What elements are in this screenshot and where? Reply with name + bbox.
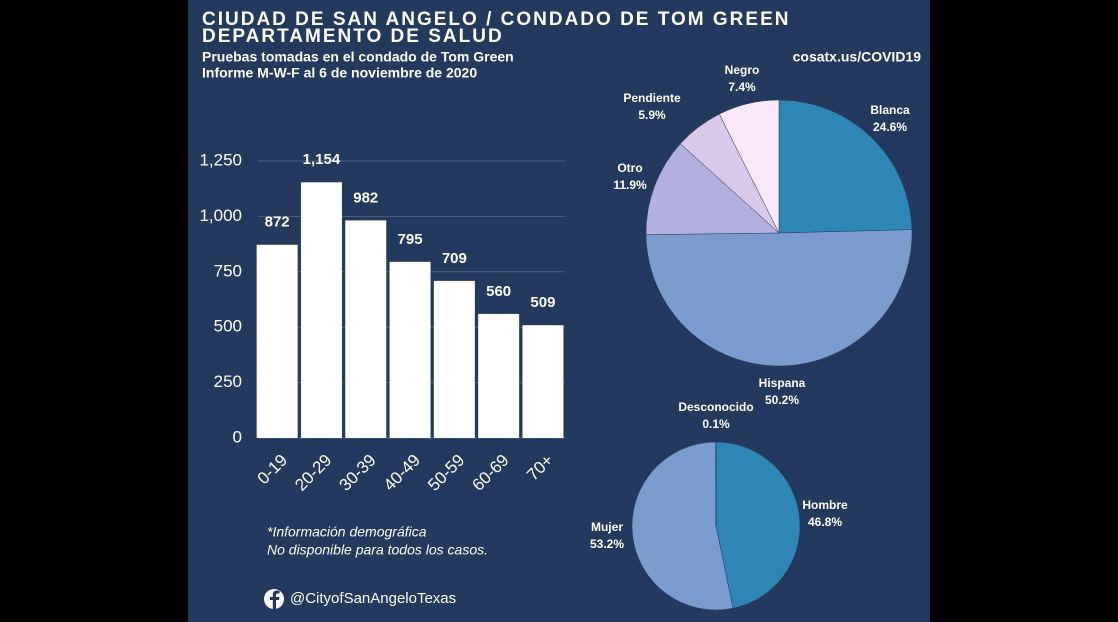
slice-label: Otro bbox=[617, 161, 642, 175]
slice-label: Hispana bbox=[759, 376, 806, 390]
footnote: No disponible para todos los casos. bbox=[267, 542, 488, 558]
url: cosatx.us/COVID19 bbox=[793, 49, 922, 65]
value-label: 509 bbox=[530, 294, 555, 311]
title: CIUDAD DE SAN ANGELO / CONDADO DE TOM GR… bbox=[202, 9, 790, 30]
pie-slice bbox=[645, 229, 913, 367]
bar bbox=[300, 182, 342, 438]
bar bbox=[433, 280, 475, 438]
bar bbox=[522, 325, 564, 438]
footnote: *Información demográfica bbox=[267, 524, 427, 540]
slice-label: Pendiente bbox=[623, 91, 681, 105]
bar bbox=[256, 244, 298, 438]
slice-value: 0.1% bbox=[702, 417, 730, 431]
pie-slice bbox=[778, 99, 913, 234]
value-label: 1,154 bbox=[303, 151, 341, 168]
bar bbox=[478, 313, 520, 438]
slice-value: 53.2% bbox=[590, 537, 624, 551]
pie-slice bbox=[719, 99, 780, 234]
subtitle: Pruebas tomadas en el condado de Tom Gre… bbox=[202, 49, 514, 65]
pie-slice bbox=[715, 441, 801, 609]
y-tick-label: 250 bbox=[214, 372, 242, 391]
y-tick-label: 1,000 bbox=[199, 206, 242, 225]
value-label: 872 bbox=[265, 214, 290, 231]
y-tick-label: 750 bbox=[214, 261, 242, 280]
pie-slice bbox=[645, 143, 780, 235]
y-tick-label: 1,250 bbox=[199, 150, 242, 169]
slice-label: Hombre bbox=[802, 498, 848, 512]
bar bbox=[389, 261, 431, 438]
pie-slice bbox=[715, 441, 717, 527]
value-label: 560 bbox=[486, 283, 511, 300]
facebook-glyph bbox=[270, 590, 280, 609]
subtitle: Informe M-W-F al 6 de noviembre de 2020 bbox=[202, 65, 477, 81]
slice-value: 46.8% bbox=[808, 515, 842, 529]
slice-value: 7.4% bbox=[728, 80, 756, 94]
bar bbox=[345, 220, 387, 438]
slice-label: Mujer bbox=[591, 520, 623, 534]
slice-value: 50.2% bbox=[765, 393, 799, 407]
y-tick-label: 500 bbox=[214, 317, 242, 336]
slice-value: 11.9% bbox=[613, 178, 647, 192]
pie-slice bbox=[631, 441, 734, 611]
social-handle[interactable]: @CityofSanAngeloTexas bbox=[290, 590, 456, 607]
value-label: 795 bbox=[398, 231, 423, 248]
y-tick-label: 0 bbox=[233, 427, 242, 446]
slice-label: Blanca bbox=[870, 103, 910, 117]
slice-label: Negro bbox=[725, 63, 760, 77]
title: DEPARTAMENTO DE SALUD bbox=[202, 26, 504, 47]
slice-value: 5.9% bbox=[638, 108, 666, 122]
value-label: 709 bbox=[442, 250, 467, 267]
value-label: 982 bbox=[353, 189, 378, 206]
slice-value: 24.6% bbox=[873, 120, 907, 134]
slice-label: Desconocido bbox=[678, 400, 753, 414]
